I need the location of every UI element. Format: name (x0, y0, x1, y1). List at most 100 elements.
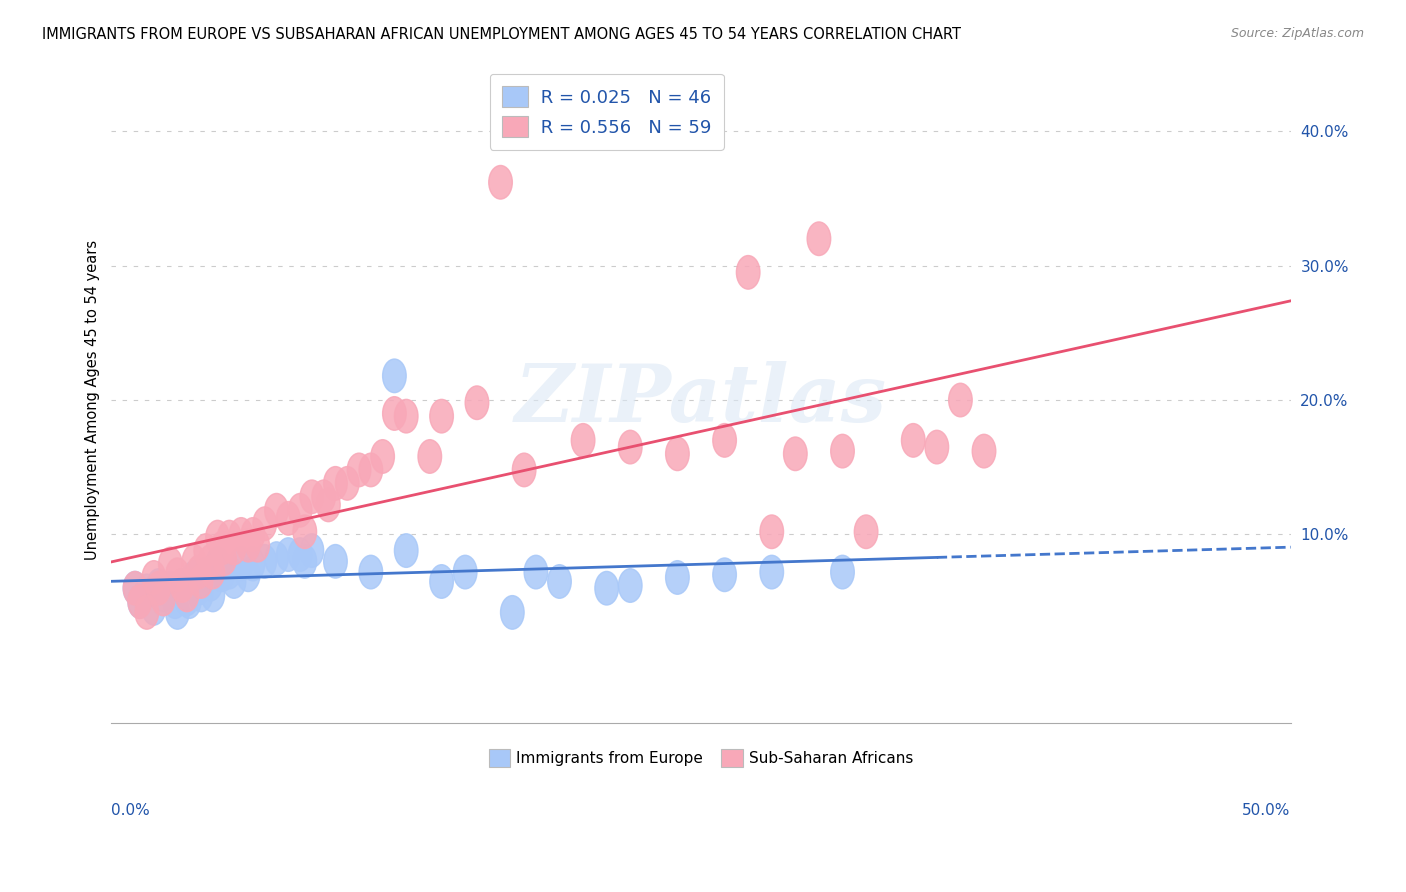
Ellipse shape (253, 507, 277, 541)
Text: 50.0%: 50.0% (1243, 804, 1291, 818)
Ellipse shape (288, 538, 312, 572)
Ellipse shape (187, 572, 211, 605)
Text: IMMIGRANTS FROM EUROPE VS SUBSAHARAN AFRICAN UNEMPLOYMENT AMONG AGES 45 TO 54 YE: IMMIGRANTS FROM EUROPE VS SUBSAHARAN AFR… (42, 27, 962, 42)
Ellipse shape (524, 556, 548, 589)
Ellipse shape (619, 569, 643, 602)
Ellipse shape (619, 430, 643, 464)
Ellipse shape (288, 493, 312, 527)
Ellipse shape (264, 493, 288, 527)
Ellipse shape (128, 585, 152, 618)
Ellipse shape (240, 547, 264, 581)
Ellipse shape (418, 440, 441, 474)
Ellipse shape (901, 424, 925, 458)
Ellipse shape (201, 556, 225, 589)
Ellipse shape (183, 561, 205, 594)
Ellipse shape (176, 578, 198, 612)
Ellipse shape (665, 561, 689, 594)
Ellipse shape (855, 515, 877, 549)
Ellipse shape (312, 480, 336, 514)
Ellipse shape (512, 453, 536, 487)
Ellipse shape (548, 565, 571, 599)
Ellipse shape (159, 547, 183, 581)
Ellipse shape (359, 556, 382, 589)
Ellipse shape (211, 531, 233, 565)
Ellipse shape (382, 359, 406, 392)
Ellipse shape (128, 585, 152, 618)
Ellipse shape (501, 596, 524, 629)
Ellipse shape (783, 437, 807, 471)
Ellipse shape (124, 572, 146, 605)
Ellipse shape (190, 578, 212, 612)
Ellipse shape (205, 520, 229, 554)
Ellipse shape (925, 430, 949, 464)
Ellipse shape (177, 585, 201, 618)
Ellipse shape (146, 569, 170, 602)
Ellipse shape (152, 578, 176, 612)
Ellipse shape (135, 596, 159, 629)
Text: Source: ZipAtlas.com: Source: ZipAtlas.com (1230, 27, 1364, 40)
Ellipse shape (229, 517, 253, 551)
Ellipse shape (166, 558, 190, 591)
Ellipse shape (465, 386, 489, 419)
Ellipse shape (395, 400, 418, 433)
Ellipse shape (292, 544, 316, 578)
Ellipse shape (229, 547, 253, 581)
Ellipse shape (292, 515, 316, 549)
Ellipse shape (163, 585, 187, 618)
Ellipse shape (395, 533, 418, 567)
Ellipse shape (336, 467, 359, 500)
Ellipse shape (166, 596, 190, 629)
Ellipse shape (453, 556, 477, 589)
Ellipse shape (142, 591, 166, 625)
Y-axis label: Unemployment Among Ages 45 to 54 years: Unemployment Among Ages 45 to 54 years (86, 240, 100, 560)
Ellipse shape (316, 488, 340, 522)
Ellipse shape (430, 565, 453, 599)
Ellipse shape (170, 569, 194, 602)
Ellipse shape (299, 480, 323, 514)
Ellipse shape (277, 501, 299, 535)
Ellipse shape (831, 434, 855, 468)
Ellipse shape (190, 565, 212, 599)
Ellipse shape (253, 544, 277, 578)
Ellipse shape (264, 541, 288, 575)
Ellipse shape (146, 572, 170, 605)
Ellipse shape (761, 556, 783, 589)
Ellipse shape (218, 556, 240, 589)
Ellipse shape (159, 572, 183, 605)
Ellipse shape (198, 544, 222, 578)
Ellipse shape (761, 515, 783, 549)
Ellipse shape (124, 572, 146, 605)
Ellipse shape (240, 517, 264, 551)
Ellipse shape (135, 574, 159, 607)
Ellipse shape (972, 434, 995, 468)
Ellipse shape (198, 567, 222, 601)
Ellipse shape (194, 533, 218, 567)
Text: ZIPatlas: ZIPatlas (515, 361, 887, 439)
Ellipse shape (737, 255, 761, 289)
Ellipse shape (949, 384, 972, 417)
Ellipse shape (222, 565, 246, 599)
Ellipse shape (382, 397, 406, 430)
Ellipse shape (218, 520, 240, 554)
Ellipse shape (489, 166, 512, 199)
Ellipse shape (430, 400, 453, 433)
Ellipse shape (236, 528, 260, 562)
Ellipse shape (323, 544, 347, 578)
Ellipse shape (176, 582, 198, 615)
Text: 0.0%: 0.0% (111, 804, 150, 818)
Ellipse shape (201, 578, 225, 612)
Ellipse shape (212, 541, 236, 575)
Legend: Immigrants from Europe, Sub-Saharan Africans: Immigrants from Europe, Sub-Saharan Afri… (482, 743, 920, 773)
Ellipse shape (246, 528, 270, 562)
Ellipse shape (205, 547, 229, 581)
Ellipse shape (170, 569, 194, 602)
Ellipse shape (571, 424, 595, 458)
Ellipse shape (347, 453, 371, 487)
Ellipse shape (194, 558, 218, 591)
Ellipse shape (595, 572, 619, 605)
Ellipse shape (142, 561, 166, 594)
Ellipse shape (359, 453, 382, 487)
Ellipse shape (323, 467, 347, 500)
Ellipse shape (222, 531, 246, 565)
Ellipse shape (236, 558, 260, 591)
